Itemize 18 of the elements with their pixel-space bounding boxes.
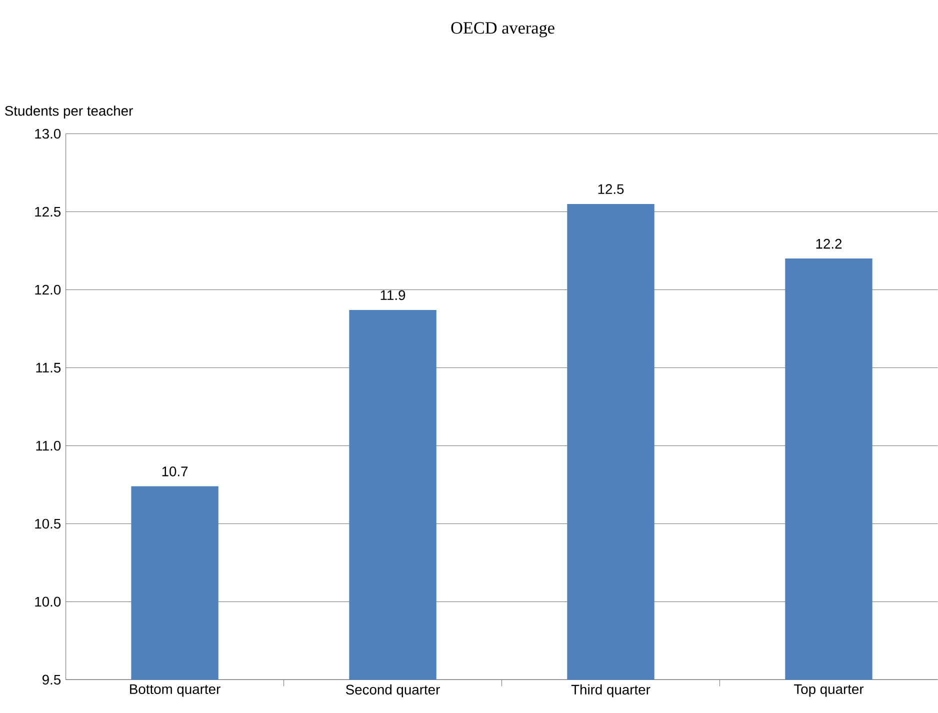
- data-label: 12.2: [816, 238, 842, 248]
- y-tick-label: 12.5: [35, 206, 61, 216]
- y-tick-label: 12.0: [35, 284, 61, 294]
- data-label: 12.5: [598, 184, 624, 194]
- x-tick-label: Second quarter: [346, 684, 440, 698]
- y-tick-label: 9.5: [42, 674, 61, 684]
- y-tick-label: 11.5: [36, 362, 61, 372]
- chart-title: OECD average: [451, 22, 554, 38]
- x-tick-label: Third quarter: [571, 684, 650, 698]
- x-tick-label: Bottom quarter: [130, 684, 220, 697]
- y-tick-label: 10.5: [35, 518, 61, 528]
- y-tick-label: 11.0: [36, 440, 61, 450]
- y-tick-label: 13.0: [35, 128, 61, 138]
- x-tick-label: Top quarter: [794, 684, 864, 697]
- y-axis-title: Students per teacher: [5, 105, 133, 118]
- data-label: 10.7: [162, 466, 188, 476]
- data-label: 11.9: [380, 290, 406, 300]
- y-tick-label: 10.0: [35, 596, 61, 606]
